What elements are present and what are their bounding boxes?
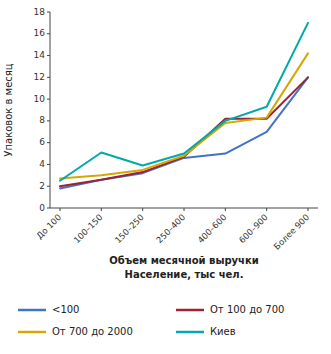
legend-label: От 100 до 700 (210, 304, 284, 315)
y-tick-label: 18 (34, 7, 46, 17)
x-tick (225, 208, 226, 211)
x-tick (142, 208, 143, 211)
x-tick (266, 208, 267, 211)
y-tick (47, 33, 50, 34)
series-line (60, 77, 308, 186)
y-axis-label: Упаковок в месяц (3, 63, 14, 156)
y-tick (47, 186, 50, 187)
y-tick (47, 208, 50, 209)
legend-swatch (176, 309, 204, 312)
y-tick-label: 4 (39, 159, 45, 169)
x-tick (60, 208, 61, 211)
x-tick-label: 600–900 (237, 212, 270, 245)
y-axis-line (50, 12, 51, 208)
x-tick (184, 208, 185, 211)
legend-swatch (176, 331, 204, 334)
legend-label: <100 (52, 304, 79, 315)
legend: <100 От 100 до 700 От 700 до 2000 Киев (18, 304, 284, 337)
y-tick-label: 8 (39, 115, 45, 125)
y-tick (47, 55, 50, 56)
y-tick (47, 142, 50, 143)
y-tick-label: 16 (34, 28, 46, 38)
y-tick-label: 14 (34, 50, 46, 60)
x-tick-label: 150–250 (113, 212, 146, 245)
x-tick (101, 208, 102, 211)
legend-swatch (18, 331, 46, 334)
legend-label: От 700 до 2000 (52, 326, 133, 337)
y-tick-label: 2 (39, 181, 45, 191)
y-tick-label: 10 (34, 94, 46, 104)
y-tick (47, 164, 50, 165)
x-tick-label: 250–400 (154, 212, 187, 245)
x-tick-label: 400–600 (195, 212, 228, 245)
legend-label: Киев (210, 326, 236, 337)
y-tick-label: 0 (39, 203, 45, 213)
x-tick-label: 100–150 (71, 212, 104, 245)
legend-swatch (18, 309, 46, 312)
series-line (60, 23, 308, 181)
x-axis-label: Объем месячной выручки (109, 255, 259, 266)
y-tick (47, 120, 50, 121)
series-line (60, 53, 308, 178)
y-tick (47, 99, 50, 100)
chart: 0 2 4 6 8 10 12 14 16 18 До 100 100–150 150–250250–4… (0, 0, 331, 354)
series-line (60, 77, 308, 188)
x-tick-label: Более 900 (272, 212, 311, 251)
plot-area (60, 23, 308, 189)
x-axis-label: Население, тыс чел. (125, 269, 244, 280)
y-tick (47, 12, 50, 13)
x-tick (308, 208, 309, 211)
y-tick (47, 77, 50, 78)
x-tick-label: До 100 (34, 212, 63, 241)
y-tick-label: 6 (39, 137, 45, 147)
y-tick-label: 12 (34, 72, 45, 82)
